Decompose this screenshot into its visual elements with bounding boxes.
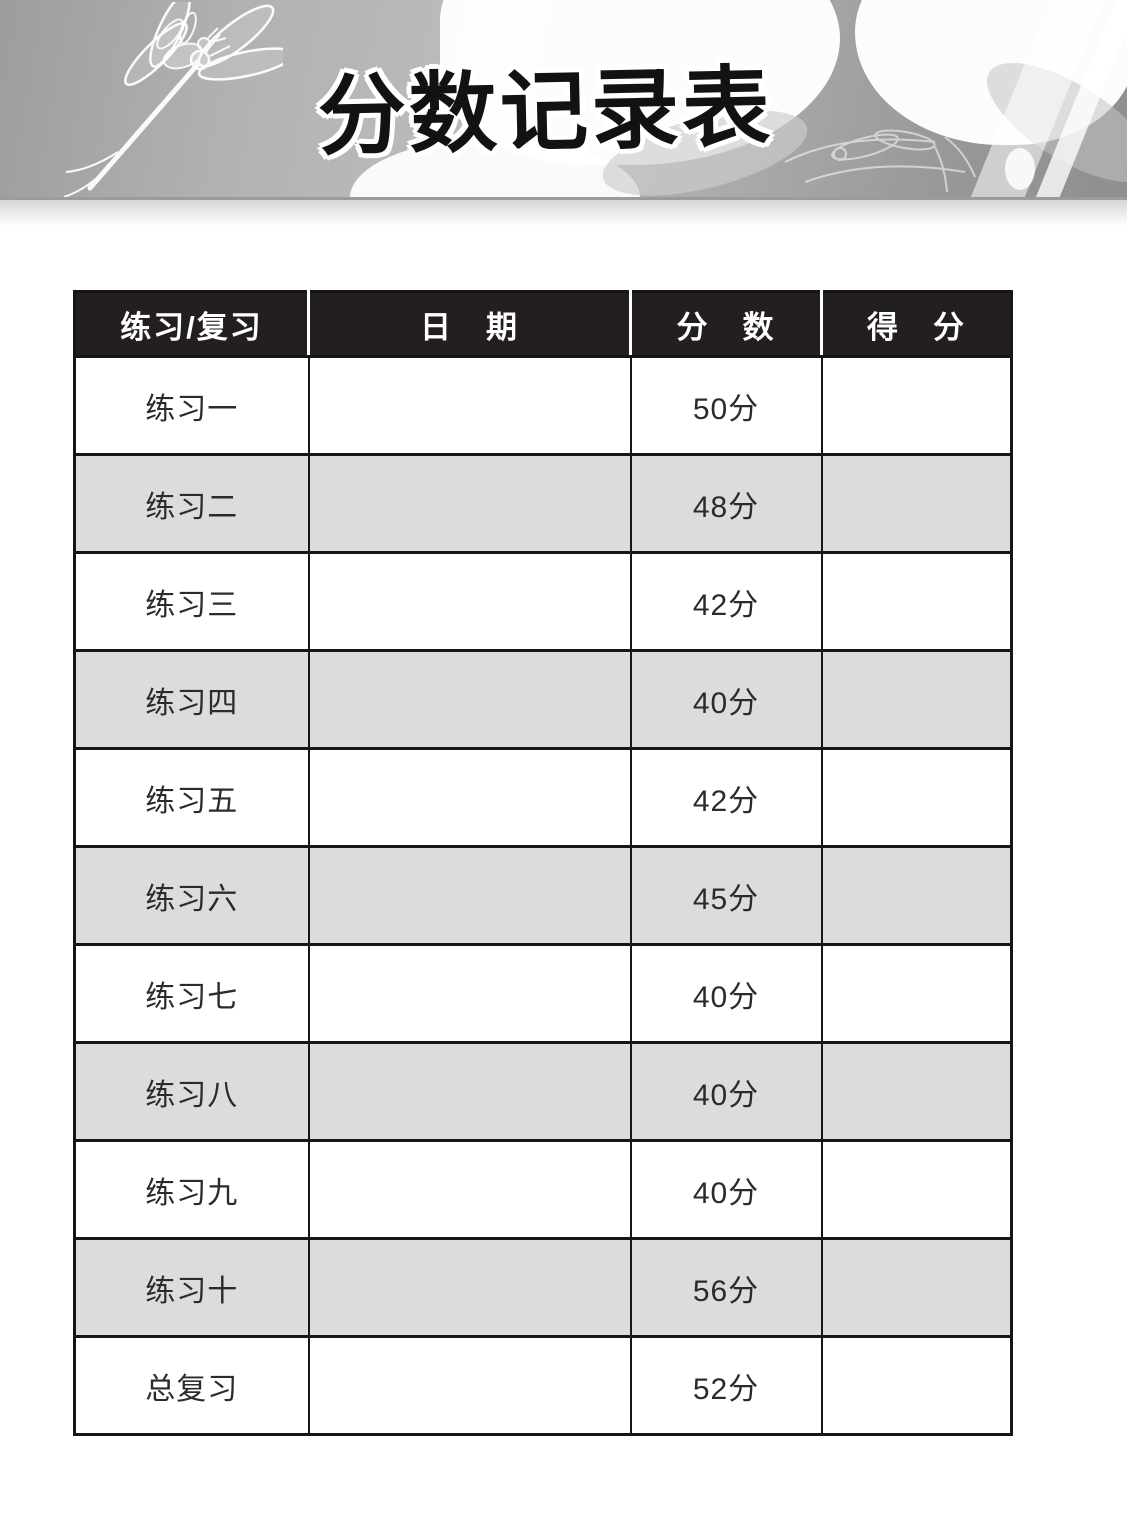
exercise-cell: 练习八 [74,1041,309,1141]
date-cell [307,845,631,945]
table-row: 练习三 42分 [74,551,1012,651]
date-cell [307,1237,631,1337]
earned-cell [820,943,1012,1043]
exercise-cell: 练习七 [74,943,309,1043]
exercise-cell: 练习一 [145,392,239,426]
earned-cell [820,1041,1012,1141]
date-cell [307,1335,631,1435]
earned-cell [820,1237,1012,1337]
table-row: 练习七 40分 [74,943,1012,1043]
score-cell: 52分 [629,1335,822,1435]
table-row: 练习九 40分 [74,1139,1012,1239]
banner-fade-strip [0,200,1127,226]
table-row: 练习六 45分 [74,845,1012,945]
table-header-row: 练习/复习 日 期 分 数 得 分 [74,291,1012,358]
date-cell [307,551,631,651]
column-header-earned: 得 分 [820,291,1012,358]
earned-cell [820,551,1012,651]
column-header-date: 日 期 [307,291,631,358]
score-cell: 45分 [629,845,822,945]
score-cell: 42分 [629,551,822,651]
date-cell [307,1041,631,1141]
table-row: 练习五 42分 [74,747,1012,847]
date-cell [307,747,631,847]
exercise-cell: 练习四 [74,649,309,749]
score-cell: 56分 [629,1237,822,1337]
table-row: 练习十 56分 [74,1237,1012,1337]
score-cell: 40分 [629,1041,822,1141]
earned-cell [820,1139,1012,1239]
score-cell: 50分 [629,356,822,455]
exercise-cell: 总复习 [74,1335,309,1435]
bee-icon [128,8,238,86]
table-row: 练习四 40分 [74,649,1012,749]
earned-cell [820,649,1012,749]
date-cell [307,356,631,455]
banner-divider-line [0,197,1127,200]
score-cell: 42分 [629,747,822,847]
exercise-cell: 练习六 [74,845,309,945]
exercise-cell: 练习五 [74,747,309,847]
date-cell [307,453,631,553]
table-row: 练习二 48分 [74,453,1012,553]
dragonfly-sketch-icon [745,92,995,197]
earned-cell [820,356,1012,455]
column-header-score: 分 数 [629,291,822,358]
earned-cell [820,845,1012,945]
score-cell: 48分 [629,453,822,553]
score-cell: 40分 [629,943,822,1043]
earned-cell [820,453,1012,553]
column-header-exercise: 练习/复习 [74,291,309,358]
date-cell [307,1139,631,1239]
date-cell [307,649,631,749]
date-cell [307,943,631,1043]
table-row: 总复习 52分 [74,1335,1012,1435]
exercise-cell: 练习九 [74,1139,309,1239]
table-row: 练习八 40分 [74,1041,1012,1141]
table-row: 练习一 50分 [74,356,1012,455]
earned-cell [820,1335,1012,1435]
header-banner: 分数记录表 [0,0,1127,197]
score-table: 练习/复习 日 期 分 数 得 分 练习一 50分 练习二 48分 练习三 42… [73,290,1013,1436]
exercise-cell: 练习十 [74,1237,309,1337]
score-cell: 40分 [629,1139,822,1239]
earned-cell [820,747,1012,847]
exercise-cell: 练习三 [74,551,309,651]
score-cell: 40分 [629,649,822,749]
exercise-cell: 练习二 [74,453,309,553]
